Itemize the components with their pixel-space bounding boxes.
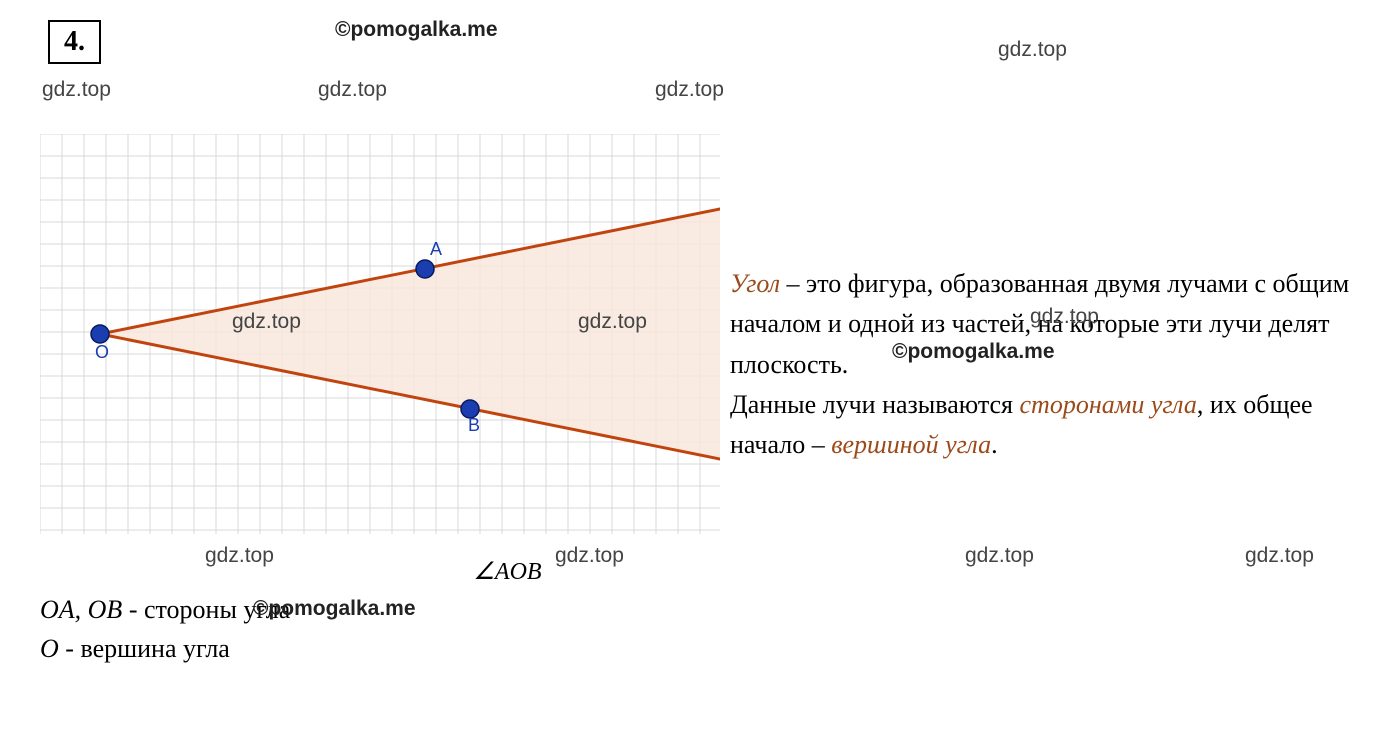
watermark-text: gdz.top [655,78,724,102]
main-content: O A B ∠AOB OA, OB - стороны угла O - верши… [40,134,1360,668]
watermark-text: gdz.top [318,78,387,102]
watermark-text: ©pomogalka.me [335,18,498,42]
vertex-symbol: O [40,634,59,663]
term-sides: сторонами угла [1020,390,1197,419]
sides-label-line: OA, OB - стороны угла [40,590,720,629]
svg-text:A: A [430,239,442,259]
watermark-text: gdz.top [42,78,111,102]
diagram-labels: ∠AOB OA, OB - стороны угла O - вершина у… [40,554,720,668]
problem-number: 4. [48,20,101,64]
definition-para-1: Угол – это фигура, образованная двумя лу… [730,264,1360,385]
angle-svg: O A B [40,134,720,534]
definition-text: Угол – это фигура, образованная двумя лу… [720,134,1360,465]
svg-text:B: B [468,415,480,435]
svg-text:O: O [95,342,109,362]
sides-text: - стороны угла [122,595,290,624]
diagram-section: O A B ∠AOB OA, OB - стороны угла O - верши… [40,134,720,668]
page-container: 4. O A B ∠AOB OA, OB - стороны угла O - ве… [0,0,1400,736]
angle-notation: ∠AOB [295,554,720,590]
vertex-label-line: O - вершина угла [40,629,720,668]
def-text-2c: . [991,430,998,459]
term-vertex: вершиной угла [831,430,991,459]
vertex-text: - вершина угла [59,634,230,663]
def-text-1: – это фигура, образованная двумя лучами … [730,269,1349,379]
term-angle: Угол [730,269,780,298]
sides-symbols: OA, OB [40,595,122,624]
angle-diagram: O A B [40,134,720,534]
definition-para-2: Данные лучи называются сторонами угла, и… [730,385,1360,466]
watermark-text: gdz.top [998,38,1067,62]
def-text-2a: Данные лучи называются [730,390,1020,419]
